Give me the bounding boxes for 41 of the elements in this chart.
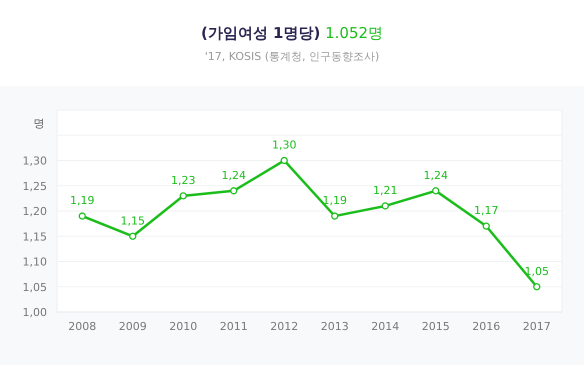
y-axis-title: 명 <box>34 117 44 130</box>
x-tick-label: 2011 <box>220 320 248 333</box>
data-label: 1,21 <box>373 184 398 197</box>
x-tick-label: 2014 <box>371 320 400 333</box>
data-label: 1,24 <box>424 168 448 182</box>
y-tick-label: 1,25 <box>22 180 47 193</box>
y-tick-label: 1,10 <box>22 256 47 268</box>
x-tick-label: 2013 <box>320 320 349 333</box>
text: 1.052명 <box>320 24 384 42</box>
data-label: 1,19 <box>70 194 94 208</box>
x-tick-label: 2009 <box>118 320 147 333</box>
data-label: 1,24 <box>222 168 246 182</box>
data-label: 1,23 <box>171 174 196 187</box>
point <box>432 187 440 194</box>
point <box>280 156 288 164</box>
data-label: 1,17 <box>474 204 498 218</box>
y-tick-label: 1,20 <box>22 205 47 218</box>
y-tick-label: 1,30 <box>22 154 47 168</box>
chart-title: (가임여성 1명당) <box>200 24 320 42</box>
x-tick-label: 2017 <box>522 320 551 333</box>
data-label: 1,19 <box>322 194 347 208</box>
data-label: 1,15 <box>120 214 145 228</box>
x-tick-label: 2012 <box>270 320 298 333</box>
data-label: 1,05 <box>524 264 549 278</box>
point <box>533 283 540 290</box>
point <box>180 192 187 200</box>
y-tick-label: 1,15 <box>22 230 47 244</box>
x-tick-label: 2010 <box>169 320 198 333</box>
point <box>382 202 389 210</box>
x-tick-label: 2008 <box>68 320 96 333</box>
point <box>331 212 338 220</box>
point <box>482 222 490 230</box>
x-tick-label: 2016 <box>472 320 500 333</box>
point <box>129 232 136 240</box>
data-label: 1,30 <box>272 138 296 152</box>
x-tick-label: 2015 <box>422 320 450 333</box>
y-tick-label: 1,05 <box>22 280 47 294</box>
chart-subtitle: '17, KOSIS (통계청, 인구동향조사) <box>204 50 380 63</box>
point <box>230 187 238 194</box>
y-tick-label: 1,00 <box>22 306 47 319</box>
point <box>78 212 86 220</box>
